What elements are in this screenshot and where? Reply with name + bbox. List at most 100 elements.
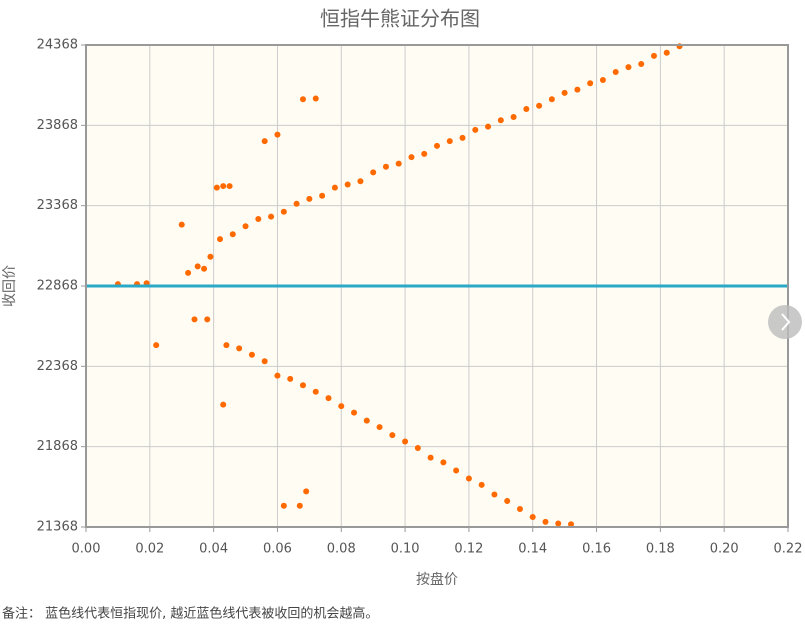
scatter-point bbox=[261, 358, 268, 365]
scatter-point bbox=[421, 150, 428, 157]
scatter-point bbox=[248, 351, 255, 358]
y-tick-label: 22868 bbox=[37, 279, 78, 294]
scatter-point bbox=[274, 372, 281, 379]
scatter-point bbox=[402, 438, 409, 445]
scatter-point bbox=[459, 134, 466, 141]
x-tick-label: 0.20 bbox=[710, 542, 739, 557]
y-axis-label: 收回价 bbox=[2, 265, 18, 307]
scatter-point bbox=[229, 231, 236, 238]
scatter-point bbox=[178, 221, 185, 228]
scatter-point bbox=[357, 178, 364, 185]
scatter-point bbox=[510, 113, 517, 120]
x-tick-label: 0.22 bbox=[774, 542, 803, 557]
scatter-point bbox=[296, 502, 303, 509]
scatter-point bbox=[194, 263, 201, 270]
scatter-point bbox=[220, 401, 227, 408]
scatter-point bbox=[446, 138, 453, 145]
scatter-point bbox=[453, 467, 460, 474]
y-tick-label: 23868 bbox=[37, 118, 78, 133]
x-tick-label: 0.12 bbox=[454, 542, 483, 557]
scatter-point bbox=[325, 395, 332, 402]
y-tick-label: 24368 bbox=[37, 38, 78, 53]
scatter-point bbox=[344, 181, 351, 188]
scatter-point bbox=[612, 68, 619, 75]
x-tick-label: 0.04 bbox=[199, 542, 228, 557]
scatter-point bbox=[274, 131, 281, 138]
plot-border bbox=[85, 44, 789, 528]
scatter-point bbox=[663, 49, 670, 56]
scatter-point bbox=[382, 163, 389, 170]
scatter-point bbox=[542, 518, 549, 525]
scatter-point bbox=[625, 64, 632, 71]
scatter-point bbox=[293, 200, 300, 207]
scatter-point bbox=[568, 521, 575, 528]
scatter-point bbox=[312, 388, 319, 395]
x-tick-label: 0.06 bbox=[263, 542, 292, 557]
y-tick-label: 21368 bbox=[37, 520, 78, 535]
scatter-point bbox=[529, 514, 536, 521]
scatter-point bbox=[201, 265, 208, 272]
scatter-point bbox=[299, 382, 306, 389]
scatter-point bbox=[587, 80, 594, 87]
scatter-point bbox=[434, 142, 440, 149]
x-tick-label: 0.14 bbox=[518, 542, 547, 557]
scatter-point bbox=[485, 123, 492, 130]
scatter-point bbox=[242, 223, 249, 230]
y-tick-label: 23368 bbox=[37, 198, 78, 213]
scatter-point bbox=[561, 89, 568, 96]
scatter-point bbox=[319, 192, 326, 199]
scatter-point bbox=[351, 409, 358, 416]
scatter-point bbox=[504, 497, 511, 504]
scatter-point bbox=[185, 269, 192, 276]
scatter-point bbox=[191, 316, 198, 323]
scatter-point bbox=[213, 184, 220, 191]
scatter-point bbox=[306, 195, 313, 202]
x-tick-label: 0.10 bbox=[391, 542, 420, 557]
scatter-point bbox=[236, 345, 243, 352]
scatter-point bbox=[427, 454, 434, 461]
scatter-point bbox=[217, 236, 224, 243]
scatter-point bbox=[574, 86, 581, 93]
scatter-point bbox=[408, 154, 415, 161]
scatter-point bbox=[280, 502, 287, 509]
scatter-point bbox=[280, 208, 287, 215]
scatter-point bbox=[650, 52, 657, 59]
scatter-point bbox=[599, 77, 606, 84]
scatter-point bbox=[268, 213, 275, 220]
scatter-point bbox=[516, 506, 523, 513]
scatter-point bbox=[261, 138, 268, 145]
scatter-point bbox=[548, 96, 555, 103]
plot-layer bbox=[81, 43, 789, 532]
scatter-point bbox=[523, 105, 530, 112]
next-button[interactable] bbox=[768, 305, 802, 339]
scatter-point bbox=[376, 424, 383, 431]
next-button-icon[interactable] bbox=[781, 313, 791, 331]
scatter-point bbox=[472, 126, 479, 133]
scatter-point bbox=[338, 403, 345, 410]
scatter-point bbox=[465, 475, 472, 482]
scatter-point bbox=[638, 60, 645, 67]
x-tick-label: 0.08 bbox=[327, 542, 356, 557]
y-tick-label: 22368 bbox=[37, 359, 78, 374]
scatter-point bbox=[491, 491, 498, 498]
next-button-bg[interactable] bbox=[768, 305, 802, 339]
scatter-point bbox=[287, 375, 294, 382]
scatter-point bbox=[223, 342, 230, 349]
x-tick-label: 0.18 bbox=[646, 542, 675, 557]
scatter-point bbox=[331, 184, 338, 191]
scatter-point bbox=[414, 444, 421, 451]
scatter-point bbox=[389, 432, 396, 439]
scatter-point bbox=[207, 253, 214, 260]
scatter-point bbox=[555, 520, 562, 527]
x-tick-label: 0.00 bbox=[72, 542, 101, 557]
x-tick-label: 0.02 bbox=[135, 542, 164, 557]
scatter-point bbox=[303, 488, 310, 495]
x-tick-label: 0.16 bbox=[582, 542, 611, 557]
scatter-point bbox=[204, 316, 211, 323]
scatter-point bbox=[497, 117, 504, 124]
scatter-point bbox=[312, 95, 319, 102]
footnote: 备注： 蓝色线代表恒指现价, 越近蓝色线代表被收回的机会越高。 bbox=[2, 606, 378, 622]
scatter-point bbox=[226, 183, 233, 190]
scatter-point bbox=[370, 169, 377, 176]
